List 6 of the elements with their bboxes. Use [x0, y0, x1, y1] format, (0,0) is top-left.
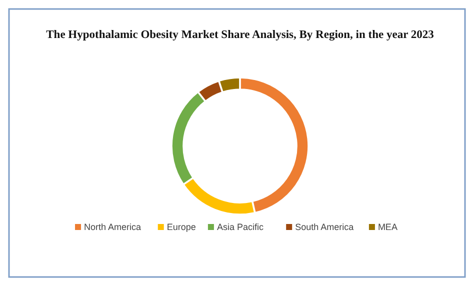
chart-title: The Hypothalamic Obesity Market Share Analysis, By Region, in the year 2023	[46, 29, 434, 41]
legend-label: Asia Pacific	[216, 222, 264, 232]
legend-label: North America	[84, 222, 142, 232]
legend-label: South America	[295, 222, 354, 232]
legend-label: Europe	[166, 222, 196, 232]
legend-label: MEA	[378, 222, 398, 232]
